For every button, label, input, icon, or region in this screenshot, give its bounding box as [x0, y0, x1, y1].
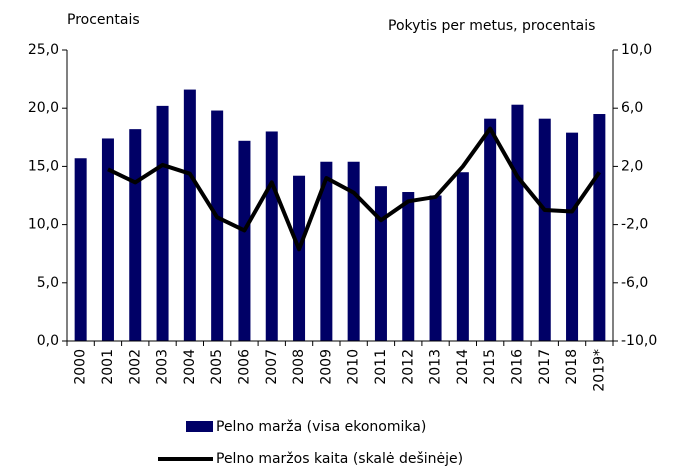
- x-tick-label: 2018: [564, 349, 580, 385]
- bar: [347, 161, 360, 341]
- legend-swatch: [186, 421, 213, 432]
- x-tick-label: 2006: [236, 349, 252, 385]
- x-tick-label: 2001: [100, 349, 116, 385]
- y2-tick-label: -2,0: [621, 217, 648, 233]
- x-tick-label: 2002: [127, 349, 143, 385]
- y-tick-label: 0,0: [37, 333, 59, 349]
- bar: [265, 131, 278, 341]
- y-axis-title: Procentais: [67, 12, 140, 28]
- y2-tick-label: 2,0: [621, 158, 643, 174]
- bar: [484, 118, 497, 342]
- legend-label: Pelno marža (visa ekonomika): [216, 419, 426, 435]
- y2-tick-label: 6,0: [621, 100, 643, 116]
- bar: [456, 172, 469, 341]
- x-tick-label: 2014: [455, 349, 471, 385]
- x-tick-label: 2007: [264, 349, 280, 385]
- y-tick-label: 20,0: [28, 100, 59, 116]
- x-tick-label: 2010: [346, 349, 362, 385]
- bar: [183, 89, 196, 342]
- y2-tick-label: 10,0: [621, 42, 652, 58]
- bar: [101, 138, 114, 341]
- x-tick-label: 2012: [400, 349, 416, 385]
- legend-label: Pelno maržos kaita (skalė dešinėje): [216, 451, 463, 467]
- x-tick-label: 2003: [155, 349, 171, 385]
- y-tick-label: 15,0: [28, 158, 59, 174]
- y-tick-label: 5,0: [37, 275, 59, 291]
- bar: [74, 158, 87, 341]
- bar: [129, 129, 142, 341]
- x-tick-label: 2015: [482, 349, 498, 385]
- x-tick-label: 2000: [73, 349, 89, 385]
- x-tick-label: 2005: [209, 349, 225, 385]
- y2-axis-title: Pokytis per metus, procentais: [388, 18, 595, 34]
- bar: [211, 110, 224, 341]
- bar: [429, 195, 442, 341]
- bar: [593, 114, 606, 342]
- y2-tick-label: -10,0: [621, 333, 657, 349]
- bar: [511, 104, 524, 341]
- y2-tick-label: -6,0: [621, 275, 648, 291]
- line: [107, 126, 601, 252]
- x-tick-label: 2011: [373, 349, 389, 385]
- bar: [238, 140, 251, 341]
- y-tick-label: 25,0: [28, 42, 59, 58]
- x-tick-label: 2013: [428, 349, 444, 385]
- x-tick-label: 2009: [318, 349, 334, 385]
- x-tick-label: 2004: [182, 349, 198, 385]
- bar: [374, 186, 387, 341]
- bar: [156, 105, 169, 341]
- x-tick-label: 2016: [509, 349, 525, 385]
- x-tick-label: 2019*: [591, 349, 607, 392]
- x-tick-label: 2017: [537, 349, 553, 385]
- x-tick-label: 2008: [291, 349, 307, 385]
- bar: [566, 132, 579, 341]
- bar: [538, 118, 551, 342]
- y-tick-label: 10,0: [28, 217, 59, 233]
- bar: [293, 175, 306, 341]
- bar: [320, 161, 333, 341]
- bar: [402, 192, 415, 341]
